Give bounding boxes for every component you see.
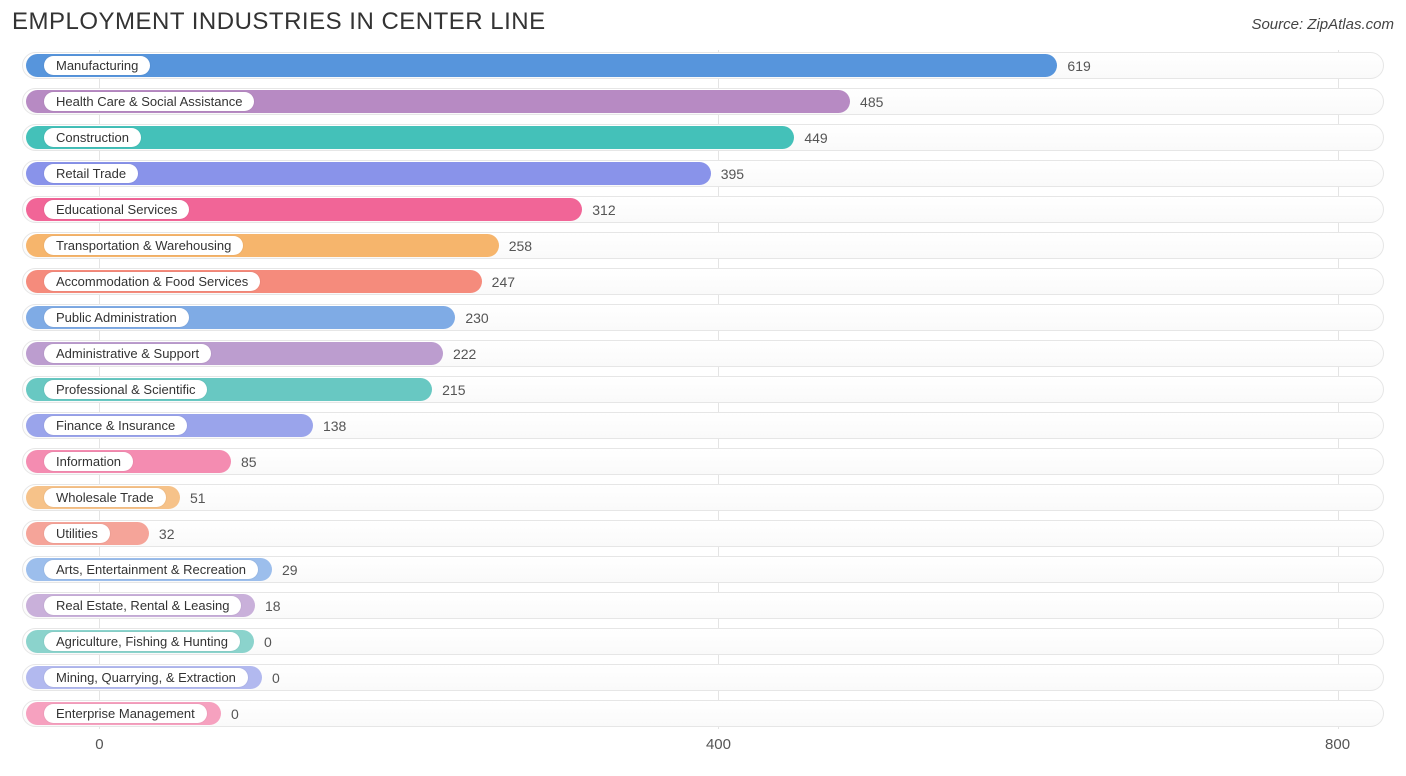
category-label: Educational Services xyxy=(44,200,189,219)
category-label: Manufacturing xyxy=(44,56,150,75)
bar-row: Construction 449 xyxy=(12,122,1394,153)
axis-tick-label: 0 xyxy=(95,736,103,753)
bar-row: Mining, Quarrying, & Extraction 0 xyxy=(12,662,1394,693)
bar-row: Real Estate, Rental & Leasing 18 xyxy=(12,590,1394,621)
value-label: 312 xyxy=(592,194,615,225)
bar-rows: Manufacturing 619 Health Care & Social Ass… xyxy=(12,50,1394,729)
category-label: Wholesale Trade xyxy=(44,488,166,507)
category-label: Utilities xyxy=(44,524,110,543)
value-label: 258 xyxy=(509,230,532,261)
bar-row: Agriculture, Fishing & Hunting 0 xyxy=(12,626,1394,657)
value-label: 395 xyxy=(721,158,744,189)
bar-row: Utilities 32 xyxy=(12,518,1394,549)
bar-row: Enterprise Management 0 xyxy=(12,698,1394,729)
category-label: Public Administration xyxy=(44,308,189,327)
value-label: 0 xyxy=(264,626,272,657)
value-label: 0 xyxy=(231,698,239,729)
bar-row: Health Care & Social Assistance 485 xyxy=(12,86,1394,117)
bar-row: Information 85 xyxy=(12,446,1394,477)
category-label: Administrative & Support xyxy=(44,344,211,363)
category-label: Construction xyxy=(44,128,141,147)
category-label: Arts, Entertainment & Recreation xyxy=(44,560,258,579)
value-label: 215 xyxy=(442,374,465,405)
axis-tick-label: 800 xyxy=(1325,736,1350,753)
bar-track xyxy=(22,520,1384,547)
bar-row: Retail Trade 395 xyxy=(12,158,1394,189)
chart-header: EMPLOYMENT INDUSTRIES IN CENTER LINE Sou… xyxy=(12,8,1394,36)
value-label: 18 xyxy=(265,590,281,621)
category-label: Retail Trade xyxy=(44,164,138,183)
bar-row: Educational Services 312 xyxy=(12,194,1394,225)
category-label: Health Care & Social Assistance xyxy=(44,92,254,111)
bar-row: Wholesale Trade 51 xyxy=(12,482,1394,513)
bar-row: Administrative & Support 222 xyxy=(12,338,1394,369)
value-label: 51 xyxy=(190,482,206,513)
category-label: Accommodation & Food Services xyxy=(44,272,260,291)
axis-tick-label: 400 xyxy=(706,736,731,753)
value-label: 485 xyxy=(860,86,883,117)
category-label: Transportation & Warehousing xyxy=(44,236,243,255)
value-label: 222 xyxy=(453,338,476,369)
value-label: 449 xyxy=(804,122,827,153)
bar-row: Professional & Scientific 215 xyxy=(12,374,1394,405)
category-label: Agriculture, Fishing & Hunting xyxy=(44,632,240,651)
value-label: 138 xyxy=(323,410,346,441)
bar-row: Finance & Insurance 138 xyxy=(12,410,1394,441)
value-label: 247 xyxy=(492,266,515,297)
bar-row: Public Administration 230 xyxy=(12,302,1394,333)
bar-track xyxy=(22,484,1384,511)
value-label: 0 xyxy=(272,662,280,693)
value-label: 32 xyxy=(159,518,175,549)
chart-source: Source: ZipAtlas.com xyxy=(1251,16,1394,33)
bar-row: Transportation & Warehousing 258 xyxy=(12,230,1394,261)
chart-container: EMPLOYMENT INDUSTRIES IN CENTER LINE Sou… xyxy=(0,0,1406,762)
bar-track xyxy=(22,700,1384,727)
plot-area: Manufacturing 619 Health Care & Social Ass… xyxy=(12,50,1394,758)
category-label: Information xyxy=(44,452,133,471)
category-label: Real Estate, Rental & Leasing xyxy=(44,596,241,615)
value-label: 85 xyxy=(241,446,257,477)
category-label: Enterprise Management xyxy=(44,704,207,723)
bar xyxy=(26,126,794,149)
chart-title: EMPLOYMENT INDUSTRIES IN CENTER LINE xyxy=(12,8,546,36)
x-axis: 0 400 800 xyxy=(12,734,1394,758)
bar xyxy=(26,54,1057,77)
category-label: Mining, Quarrying, & Extraction xyxy=(44,668,248,687)
category-label: Finance & Insurance xyxy=(44,416,187,435)
value-label: 29 xyxy=(282,554,298,585)
value-label: 619 xyxy=(1067,50,1090,81)
category-label: Professional & Scientific xyxy=(44,380,207,399)
bar-row: Arts, Entertainment & Recreation 29 xyxy=(12,554,1394,585)
bar-row: Accommodation & Food Services 247 xyxy=(12,266,1394,297)
bar-row: Manufacturing 619 xyxy=(12,50,1394,81)
value-label: 230 xyxy=(465,302,488,333)
